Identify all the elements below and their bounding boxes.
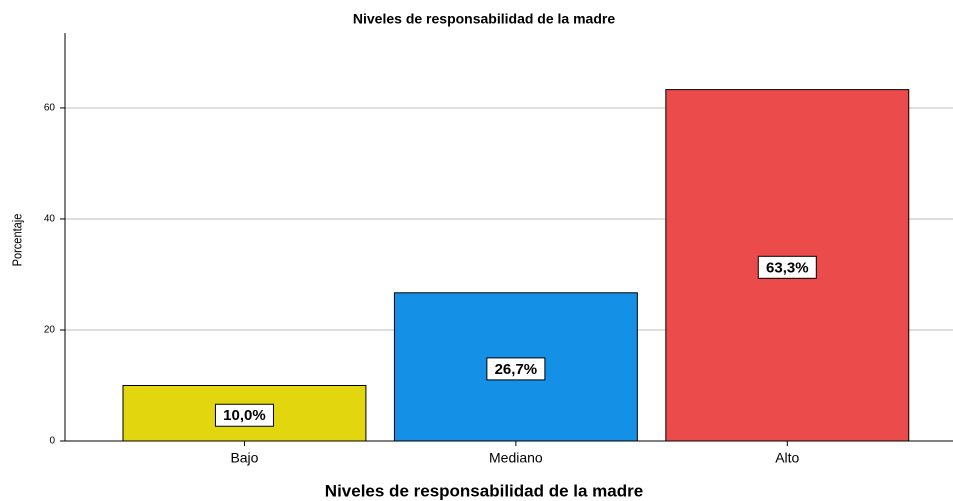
x-tick-label: Bajo xyxy=(230,450,258,466)
value-label-box xyxy=(757,255,817,279)
chart-title: Niveles de responsabilidad de la madre xyxy=(353,11,615,27)
value-label-box xyxy=(486,357,546,381)
value-label: 10,0% xyxy=(223,407,266,424)
y-tick-label: 60 xyxy=(44,103,56,114)
y-tick-label: 40 xyxy=(44,214,56,225)
x-tick-label: Alto xyxy=(775,450,799,466)
y-tick-label: 0 xyxy=(49,436,55,447)
x-tick-label: Mediano xyxy=(489,450,543,466)
value-label: 26,7% xyxy=(495,361,538,378)
y-tick-label: 20 xyxy=(44,325,56,336)
y-axis-label: Porcentaje xyxy=(10,213,25,266)
x-axis-label: Niveles de responsabilidad de la madre xyxy=(325,481,643,500)
value-label-box xyxy=(214,403,274,427)
value-label: 63,3% xyxy=(766,259,809,276)
